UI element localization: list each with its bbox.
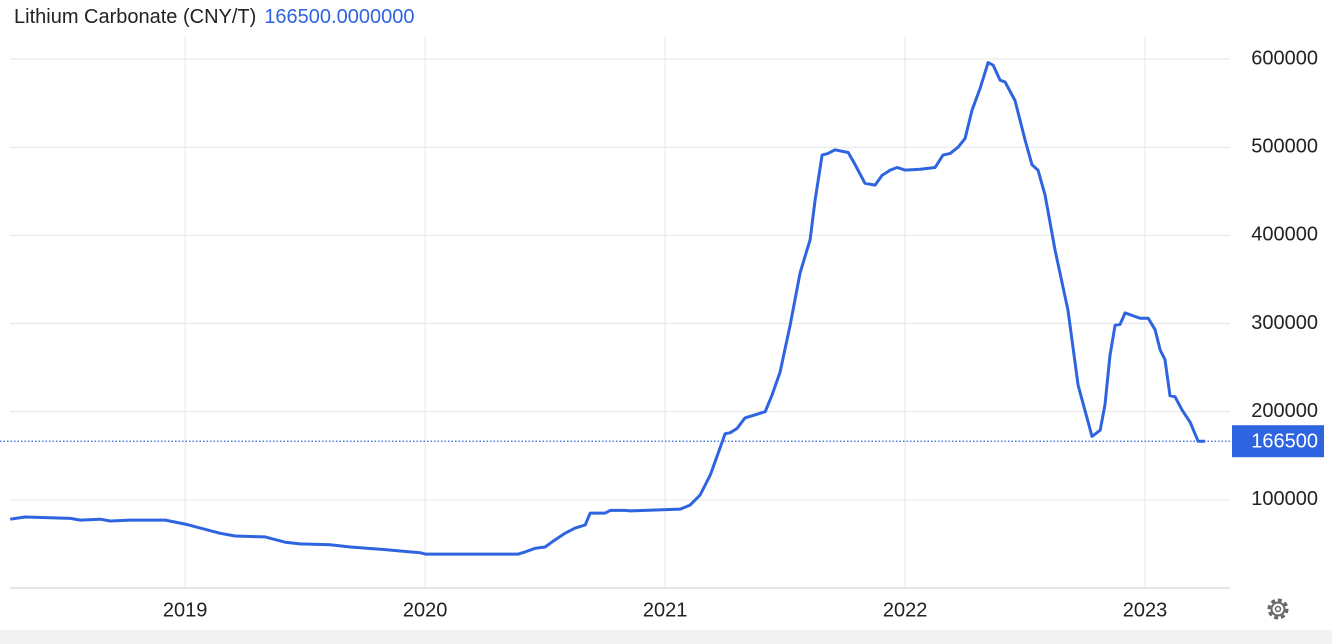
last-value-label: 166500 xyxy=(1251,430,1318,452)
y-tick-label: 600000 xyxy=(1251,47,1318,69)
last-value-box xyxy=(1232,425,1324,458)
settings-icon[interactable] xyxy=(1267,598,1289,620)
gear-teeth xyxy=(1267,598,1289,620)
x-tick-label: 2022 xyxy=(883,599,928,621)
footer-strip xyxy=(0,630,1332,644)
x-tick-label: 2020 xyxy=(403,599,448,621)
y-tick-label: 500000 xyxy=(1251,135,1318,157)
title-text: Lithium Carbonate (CNY/T) xyxy=(14,6,256,28)
chart-title: Lithium Carbonate (CNY/T) 166500.0000000 xyxy=(14,6,414,28)
title-value: 166500.0000000 xyxy=(264,6,414,28)
x-tick-label: 2023 xyxy=(1123,599,1168,621)
y-tick-label: 300000 xyxy=(1251,312,1318,334)
x-tick-label: 2019 xyxy=(163,599,208,621)
y-tick-label: 100000 xyxy=(1251,488,1318,510)
gear-ring xyxy=(1270,601,1286,617)
y-tick-label: 400000 xyxy=(1251,224,1318,246)
grid xyxy=(10,37,1230,589)
gear-hub xyxy=(1274,605,1282,613)
x-tick-label: 2021 xyxy=(643,599,688,621)
y-tick-label: 200000 xyxy=(1251,400,1318,422)
data-line xyxy=(9,61,1205,556)
